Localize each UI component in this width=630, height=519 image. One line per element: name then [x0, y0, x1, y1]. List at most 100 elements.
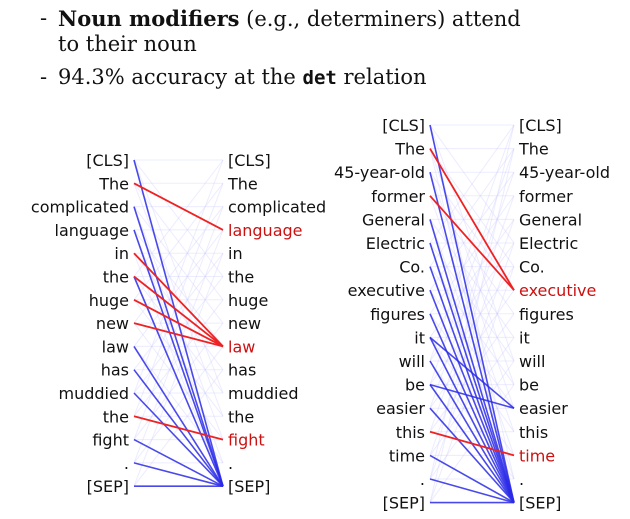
faint-attention-edge — [429, 195, 515, 315]
left-token: [CLS] — [86, 151, 129, 170]
bullet-post-text: relation — [336, 65, 427, 89]
red-attention-edge — [133, 252, 224, 348]
left-token: Co. — [399, 258, 425, 277]
left-token: The — [98, 174, 129, 193]
right-token: has — [228, 361, 256, 380]
attention-diagram-1: [CLS] The complicated language in the huge new l… — [31, 151, 326, 496]
red-attention-edge — [133, 182, 224, 231]
red-attention-edge — [429, 195, 515, 291]
faint-attention-edge — [429, 242, 515, 362]
faint-attention-edge — [429, 148, 515, 503]
left-token: figures — [370, 305, 425, 324]
red-attention-edge — [429, 430, 515, 457]
left-token: the — [103, 268, 129, 287]
right-token: The — [227, 174, 258, 193]
faint-attention-edge — [429, 219, 515, 338]
left-token: General — [362, 210, 425, 229]
right-token: the — [228, 268, 254, 287]
left-token: former — [371, 187, 425, 206]
right-token: General — [519, 210, 582, 229]
blue-attention-edge — [429, 478, 515, 504]
right-token: 45-year-old — [519, 163, 610, 182]
faint-attention-edge — [133, 159, 224, 394]
right-token: it — [519, 328, 530, 347]
left-token: will — [399, 352, 425, 371]
right-token: [CLS] — [519, 116, 562, 135]
blue-attention-edge — [133, 276, 224, 487]
faint-attention-edge — [429, 242, 515, 362]
faint-attention-edge — [429, 124, 515, 244]
blue-attention-edge — [133, 345, 224, 487]
left-token: complicated — [31, 198, 129, 217]
right-token: [CLS] — [228, 151, 271, 170]
bullet-text: 94.3% accuracy at the det relation — [58, 65, 427, 91]
bullet-bold-text: Noun modifiers — [58, 6, 240, 31]
faint-attention-edge — [133, 206, 224, 324]
left-token: 45-year-old — [334, 163, 425, 182]
right-token-highlighted: time — [519, 446, 555, 465]
red-attention-edge — [133, 275, 224, 348]
left-token: has — [101, 361, 129, 380]
red-attention-edge — [133, 299, 224, 348]
faint-attention-edge — [429, 172, 515, 409]
blue-attention-edge — [133, 206, 224, 487]
blue-attention-edge — [133, 392, 224, 487]
right-token-highlighted: language — [228, 221, 303, 240]
faint-attention-edge — [429, 171, 515, 291]
blue-attention-edge — [133, 229, 224, 487]
faint-attention-edge — [133, 159, 224, 277]
right-token: easier — [519, 399, 568, 418]
right-token: will — [519, 352, 545, 371]
faint-attention-edge — [429, 289, 515, 409]
blue-attention-edge — [429, 337, 515, 503]
faint-attention-edge — [429, 148, 515, 267]
faint-attention-edge — [133, 253, 224, 487]
bullet-dash: - — [40, 6, 48, 30]
right-token: this — [519, 423, 548, 442]
right-token: . — [228, 454, 233, 473]
right-token: [SEP] — [519, 494, 561, 513]
right-token: complicated — [228, 198, 326, 217]
blue-attention-edge — [429, 266, 515, 503]
right-token: huge — [228, 291, 268, 310]
bullet-noun-modifiers: - Noun modifiers (e.g., determiners) att… — [40, 6, 620, 57]
left-token: [SEP] — [87, 477, 129, 496]
faint-attention-edge — [429, 148, 515, 267]
blue-attention-edge — [429, 313, 515, 503]
blue-attention-edge — [133, 462, 224, 487]
right-token: Electric — [519, 234, 578, 253]
bullet-code-text: det — [302, 67, 337, 89]
right-token: in — [228, 244, 243, 263]
left-token: the — [103, 407, 129, 426]
blue-attention-edge — [429, 336, 515, 409]
left-token: . — [420, 470, 425, 489]
left-token: language — [55, 221, 130, 240]
faint-attention-edge — [429, 219, 515, 338]
attention-diagram-2: [CLS] The 45-year-old former General Electric… — [334, 116, 610, 513]
right-token: new — [228, 314, 261, 333]
right-token: the — [228, 407, 254, 426]
right-token: [SEP] — [228, 477, 270, 496]
right-token: The — [518, 140, 549, 159]
left-token: time — [389, 446, 425, 465]
left-token: . — [124, 454, 129, 473]
faint-attention-edge — [133, 159, 224, 394]
faint-attention-edge — [133, 159, 224, 277]
faint-attention-edge — [133, 346, 224, 464]
blue-attention-edge — [429, 454, 515, 504]
right-token-highlighted: executive — [519, 281, 596, 300]
bullet-pre-text: 94.3% accuracy at the — [58, 65, 303, 89]
faint-attention-edge — [429, 124, 515, 244]
faint-attention-edge — [429, 171, 515, 291]
faint-attention-edge — [429, 124, 515, 480]
faint-attention-edge — [133, 182, 224, 301]
left-token: Electric — [366, 234, 425, 253]
red-attention-edge — [133, 322, 224, 348]
left-token: law — [102, 337, 129, 356]
bullet-list: - Noun modifiers (e.g., determiners) att… — [40, 6, 620, 99]
right-token: Co. — [519, 258, 545, 277]
bullet-line2-text: to their noun — [58, 32, 197, 56]
blue-attention-edge — [133, 438, 224, 487]
right-token: muddied — [228, 384, 298, 403]
